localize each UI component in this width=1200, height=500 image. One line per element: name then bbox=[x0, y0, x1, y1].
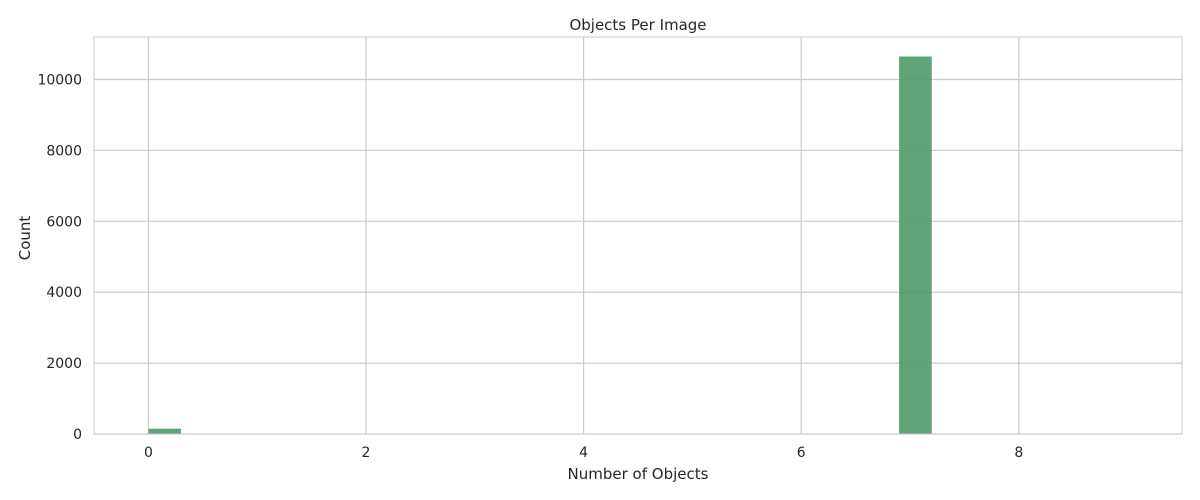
y-tick-label: 2000 bbox=[46, 356, 82, 372]
chart-title: Objects Per Image bbox=[569, 16, 706, 34]
x-tick-labels: 0 2 4 6 8 bbox=[144, 445, 1023, 461]
y-tick-label: 10000 bbox=[37, 73, 82, 89]
y-axis-label: Count bbox=[16, 216, 34, 261]
y-tick-label: 0 bbox=[73, 427, 82, 443]
x-tick-label: 0 bbox=[144, 445, 153, 461]
x-tick-label: 8 bbox=[1014, 445, 1023, 461]
x-tick-label: 6 bbox=[797, 445, 806, 461]
histogram-bar bbox=[899, 56, 932, 434]
x-tick-label: 4 bbox=[579, 445, 588, 461]
x-axis-label: Number of Objects bbox=[568, 465, 709, 483]
grid-lines bbox=[94, 37, 1182, 435]
plot-frame bbox=[93, 36, 1183, 435]
bars bbox=[148, 56, 932, 434]
y-tick-label: 4000 bbox=[46, 285, 82, 301]
y-tick-labels: 0 2000 4000 6000 8000 10000 bbox=[37, 73, 82, 443]
histogram-bar bbox=[148, 428, 182, 434]
y-tick-label: 6000 bbox=[46, 214, 82, 230]
y-tick-label: 8000 bbox=[46, 143, 82, 159]
x-tick-label: 2 bbox=[362, 445, 371, 461]
